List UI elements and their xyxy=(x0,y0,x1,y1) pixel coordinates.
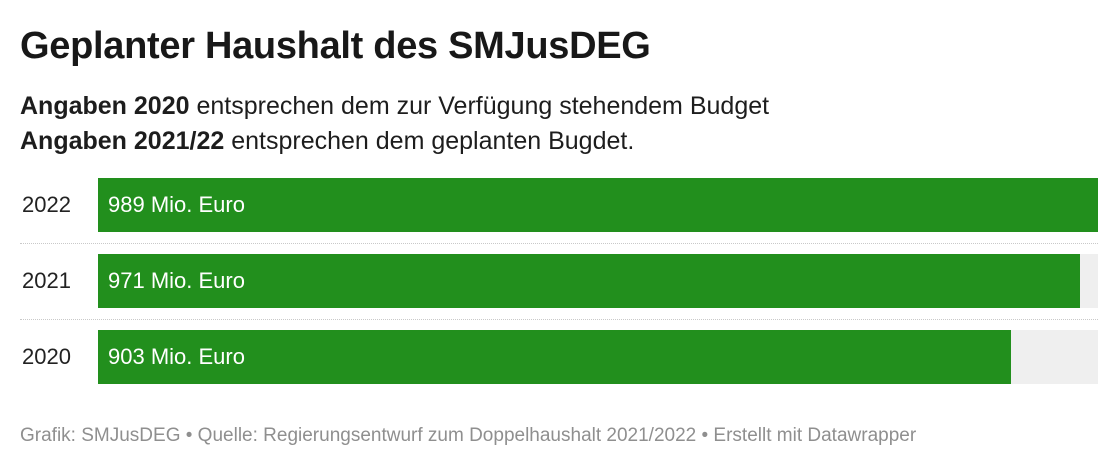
bar-chart: 2022 989 Mio. Euro 2021 971 Mio. Euro 2020 90… xyxy=(20,178,1098,406)
row-separator xyxy=(20,319,1098,320)
description-text-2021-22: entsprechen dem geplanten Bugdet. xyxy=(224,127,635,155)
bar-track: 971 Mio. Euro xyxy=(98,254,1098,308)
bar-2022 xyxy=(98,178,1098,232)
bar-track: 903 Mio. Euro xyxy=(98,330,1098,384)
chart-description: Angaben 2020 entsprechen dem zur Verfügu… xyxy=(20,89,769,159)
bar-value-label: 903 Mio. Euro xyxy=(108,344,245,369)
bar-track: 989 Mio. Euro xyxy=(98,178,1098,232)
bar-value-label: 989 Mio. Euro xyxy=(108,192,245,217)
description-bold-2021-22: Angaben 2021/22 xyxy=(20,127,225,155)
row-separator xyxy=(20,243,1098,244)
category-label: 2020 xyxy=(22,344,71,369)
category-label: 2021 xyxy=(22,268,71,293)
description-line-2021-22: Angaben 2021/22 entsprechen dem geplante… xyxy=(20,124,769,159)
description-line-2020: Angaben 2020 entsprechen dem zur Verfügu… xyxy=(20,89,769,124)
chart-title: Geplanter Haushalt des SMJusDEG xyxy=(20,25,651,67)
category-label: 2022 xyxy=(22,192,71,217)
bar-2021 xyxy=(98,254,1080,308)
bar-2020 xyxy=(98,330,1011,384)
bar-value-label: 971 Mio. Euro xyxy=(108,268,245,293)
bar-row-2022: 2022 989 Mio. Euro xyxy=(20,178,1098,254)
description-bold-2020: Angaben 2020 xyxy=(20,92,190,120)
bar-row-2021: 2021 971 Mio. Euro xyxy=(20,254,1098,330)
chart-footer: Grafik: SMJusDEG • Quelle: Regierungsent… xyxy=(20,425,917,446)
description-text-2020: entsprechen dem zur Verfügung stehendem … xyxy=(189,92,770,120)
bar-row-2020: 2020 903 Mio. Euro xyxy=(20,330,1098,406)
